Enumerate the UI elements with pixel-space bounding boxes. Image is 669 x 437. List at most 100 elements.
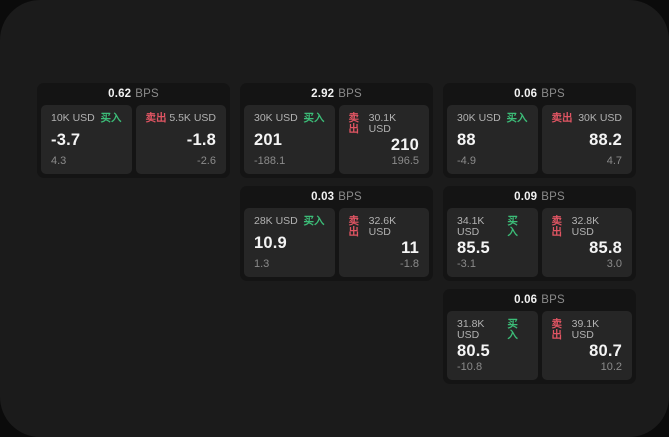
buy-tile-header: 30K USD 买入 — [254, 113, 325, 124]
sell-price: 210 — [390, 136, 419, 154]
bps-value: 0.06 — [514, 88, 538, 100]
sell-amount: 32.8K USD — [571, 215, 600, 238]
buy-delta: 1.3 — [254, 258, 270, 270]
sell-tile-header: 卖出 30.1K USD — [349, 113, 420, 135]
bps-unit-label: BPS — [135, 88, 159, 100]
buy-price: 88 — [457, 130, 476, 149]
sell-price: 88.2 — [589, 130, 622, 149]
buy-price: 201 — [254, 130, 283, 149]
buy-tile-header: 10K USD 买入 — [51, 113, 122, 124]
buy-price: 10.9 — [254, 233, 287, 252]
bps-value: 0.62 — [108, 88, 132, 100]
buy-price: 85.5 — [457, 239, 490, 257]
buy-side-label: 买入 — [507, 318, 518, 341]
sell-side-label: 卖出 — [348, 112, 360, 135]
bps-header: 0.62 BPS — [41, 83, 226, 105]
bps-header: 0.06 BPS — [447, 83, 632, 105]
sell-delta: 10.2 — [600, 361, 622, 373]
buy-delta: -10.8 — [457, 361, 483, 373]
buy-tile[interactable]: 10K USD 买入 -3.7 4.3 — [41, 105, 132, 174]
sell-amount: 39.1K USD — [571, 318, 600, 341]
sell-tile[interactable]: 卖出 5.5K USD -1.8 -2.6 — [135, 105, 226, 174]
sell-tile[interactable]: 卖出 32.6K USD 11 -1.8 — [338, 208, 429, 277]
buy-amount: 30K USD — [254, 112, 298, 124]
sell-tile-header: 卖出 39.1K USD — [552, 319, 623, 341]
bps-header: 0.06 BPS — [447, 289, 632, 311]
buy-amount: 10K USD — [51, 112, 95, 124]
bps-value: 2.92 — [311, 88, 335, 100]
buy-delta: -4.9 — [457, 155, 476, 167]
buy-tile[interactable]: 28K USD 买入 10.9 1.3 — [244, 208, 335, 277]
buy-amount: 30K USD — [457, 112, 501, 124]
quote-card-grid: 0.62 BPS 10K USD 买入 -3.7 4.3 卖出 5.5K USD — [37, 83, 636, 384]
buy-side-label: 买入 — [100, 112, 122, 124]
bps-value: 0.03 — [311, 191, 335, 203]
buy-side-label: 买入 — [303, 215, 325, 227]
bps-unit-label: BPS — [541, 294, 565, 306]
bps-value: 0.09 — [514, 191, 538, 203]
sell-side-label: 卖出 — [551, 215, 563, 238]
sell-tile-header: 卖出 30K USD — [552, 113, 623, 124]
buy-amount: 28K USD — [254, 215, 298, 227]
sell-tile-header: 卖出 32.6K USD — [349, 216, 420, 238]
buy-delta: -188.1 — [254, 155, 286, 167]
buy-side-label: 买入 — [303, 112, 325, 124]
buy-price: 80.5 — [457, 342, 490, 360]
quote-card-1: 0.62 BPS 10K USD 买入 -3.7 4.3 卖出 5.5K USD — [37, 83, 230, 178]
buy-side-label: 买入 — [507, 215, 518, 238]
buy-sell-tiles: 30K USD 买入 88 -4.9 卖出 30K USD 88.2 4.7 — [447, 105, 632, 174]
sell-tile-header: 卖出 5.5K USD — [146, 113, 217, 124]
sell-delta: 4.7 — [606, 155, 622, 167]
buy-delta: -3.1 — [457, 258, 476, 270]
sell-price: -1.8 — [186, 130, 216, 149]
bps-unit-label: BPS — [541, 88, 565, 100]
sell-delta: -1.8 — [400, 258, 419, 270]
quote-card-6: 0.06 BPS 31.8K USD 买入 80.5 -10.8 卖出 39.1… — [443, 289, 636, 384]
buy-sell-tiles: 34.1K USD 买入 85.5 -3.1 卖出 32.8K USD 85.8… — [447, 208, 632, 277]
sell-price: 11 — [401, 239, 419, 257]
bps-unit-label: BPS — [338, 191, 362, 203]
sell-tile[interactable]: 卖出 30.1K USD 210 196.5 — [338, 105, 429, 174]
buy-price: -3.7 — [51, 130, 81, 149]
bps-header: 0.03 BPS — [244, 186, 429, 208]
buy-side-label: 买入 — [506, 112, 528, 124]
buy-tile[interactable]: 31.8K USD 买入 80.5 -10.8 — [447, 311, 538, 380]
buy-tile-header: 34.1K USD 买入 — [457, 216, 528, 238]
sell-price: 80.7 — [589, 342, 622, 360]
bps-header: 0.09 BPS — [447, 186, 632, 208]
buy-sell-tiles: 30K USD 买入 201 -188.1 卖出 30.1K USD 210 1… — [244, 105, 429, 174]
bps-unit-label: BPS — [541, 191, 565, 203]
sell-tile[interactable]: 卖出 30K USD 88.2 4.7 — [541, 105, 632, 174]
quote-card-5: 0.09 BPS 34.1K USD 买入 85.5 -3.1 卖出 32.8K… — [443, 186, 636, 281]
buy-amount: 31.8K USD — [457, 318, 485, 341]
buy-tile[interactable]: 30K USD 买入 88 -4.9 — [447, 105, 538, 174]
sell-amount: 5.5K USD — [169, 112, 216, 124]
quote-card-2: 2.92 BPS 30K USD 买入 201 -188.1 卖出 30.1K … — [240, 83, 433, 178]
buy-sell-tiles: 31.8K USD 买入 80.5 -10.8 卖出 39.1K USD 80.… — [447, 311, 632, 380]
sell-delta: 196.5 — [391, 155, 419, 167]
buy-amount: 34.1K USD — [457, 215, 485, 238]
sell-price: 85.8 — [589, 239, 622, 257]
quote-card-4: 0.03 BPS 28K USD 买入 10.9 1.3 卖出 32.6K US… — [240, 186, 433, 281]
buy-tile-header: 30K USD 买入 — [457, 113, 528, 124]
sell-tile[interactable]: 卖出 39.1K USD 80.7 10.2 — [541, 311, 632, 380]
sell-amount: 30.1K USD — [368, 112, 397, 135]
sell-delta: -2.6 — [197, 155, 216, 167]
buy-tile[interactable]: 34.1K USD 买入 85.5 -3.1 — [447, 208, 538, 277]
sell-side-label: 卖出 — [551, 318, 563, 341]
sell-delta: 3.0 — [606, 258, 622, 270]
sell-side-label: 卖出 — [145, 112, 167, 124]
sell-tile-header: 卖出 32.8K USD — [552, 216, 623, 238]
sell-side-label: 卖出 — [348, 215, 360, 238]
bps-header: 2.92 BPS — [244, 83, 429, 105]
buy-delta: 4.3 — [51, 155, 67, 167]
sell-amount: 30K USD — [578, 112, 622, 124]
sell-side-label: 卖出 — [551, 112, 573, 124]
sell-amount: 32.6K USD — [368, 215, 397, 238]
quote-card-3: 0.06 BPS 30K USD 买入 88 -4.9 卖出 30K USD — [443, 83, 636, 178]
buy-tile[interactable]: 30K USD 买入 201 -188.1 — [244, 105, 335, 174]
buy-tile-header: 28K USD 买入 — [254, 216, 325, 227]
sell-tile[interactable]: 卖出 32.8K USD 85.8 3.0 — [541, 208, 632, 277]
buy-sell-tiles: 10K USD 买入 -3.7 4.3 卖出 5.5K USD -1.8 -2.… — [41, 105, 226, 174]
